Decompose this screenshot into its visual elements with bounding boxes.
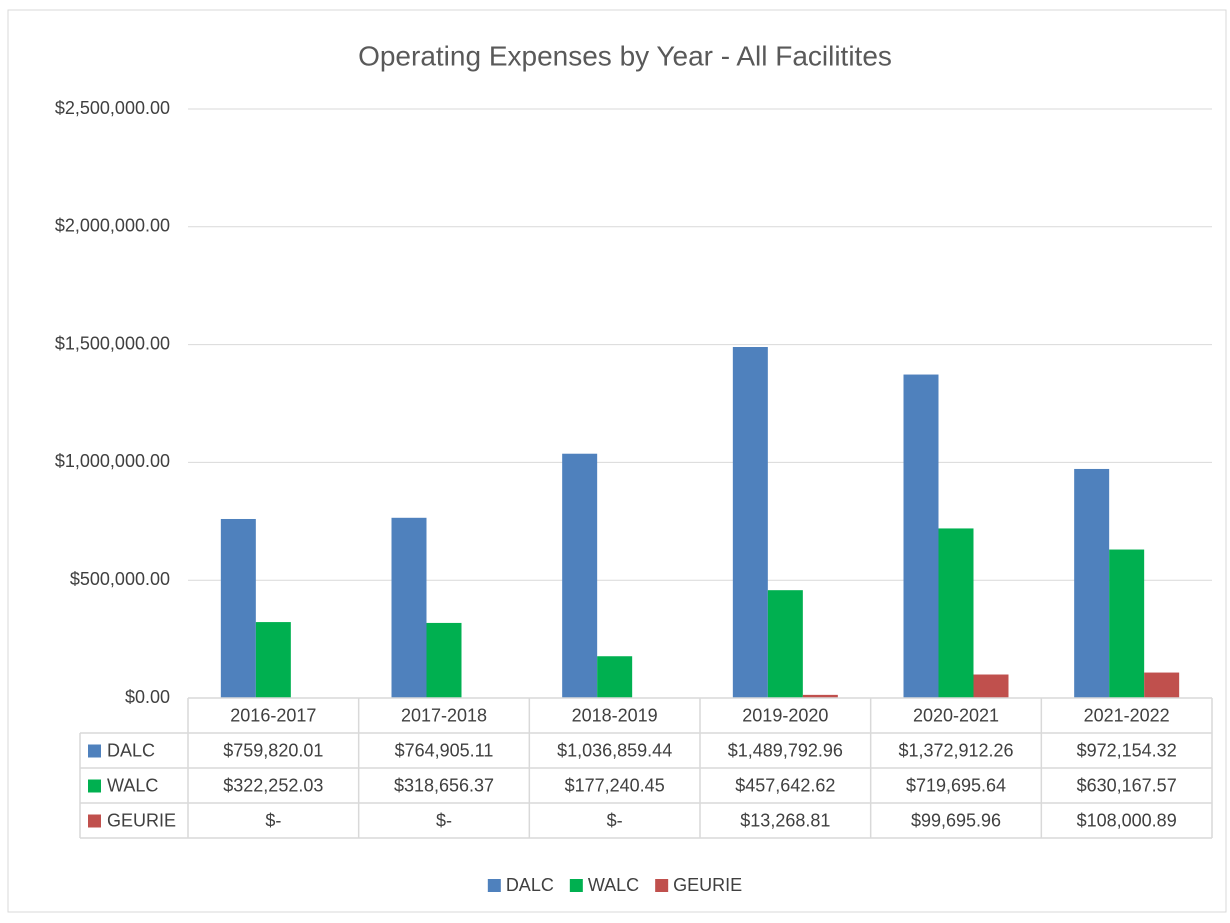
- x-tick-label: 2016-2017: [230, 705, 316, 725]
- bar: [1109, 549, 1145, 698]
- y-tick-label: $2,500,000.00: [55, 98, 170, 118]
- legend-label: WALC: [588, 875, 639, 895]
- legend-label: DALC: [506, 875, 554, 895]
- table-value: $764,905.11: [395, 740, 494, 760]
- table-value: $457,642.62: [735, 775, 835, 795]
- table-legend-key: [88, 814, 101, 828]
- x-tick-label: 2018-2019: [572, 705, 658, 725]
- table-value: $-: [265, 810, 281, 830]
- table-value: $177,240.45: [565, 775, 665, 795]
- bar: [767, 590, 803, 698]
- table-value: $1,036,859.44: [557, 740, 672, 760]
- table-value: $1,372,912.26: [898, 740, 1013, 760]
- table-value: $13,268.81: [740, 810, 830, 830]
- bar: [220, 518, 256, 698]
- table-value: $-: [436, 810, 452, 830]
- legend-key: [487, 879, 501, 892]
- table-value: $630,167.57: [1077, 775, 1177, 795]
- y-tick-label: $0.00: [125, 687, 170, 707]
- table-value: $1,489,792.96: [728, 740, 843, 760]
- bar: [391, 517, 427, 698]
- table-value: $322,252.03: [223, 775, 323, 795]
- legend-label: GEURIE: [673, 875, 742, 895]
- chart-title: Operating Expenses by Year - All Facilit…: [358, 40, 892, 71]
- legend-key: [655, 879, 669, 892]
- y-tick-label: $1,500,000.00: [55, 333, 170, 353]
- table-series-name: WALC: [107, 775, 158, 795]
- table-legend-key: [88, 779, 101, 793]
- bar: [1144, 672, 1180, 698]
- table-value: $-: [607, 810, 623, 830]
- chart-border: [7, 9, 1227, 913]
- x-tick-label: 2017-2018: [401, 705, 487, 725]
- bar: [903, 374, 939, 698]
- table-value: $719,695.64: [906, 775, 1006, 795]
- x-tick-label: 2020-2021: [913, 705, 999, 725]
- bar: [1074, 468, 1110, 698]
- bar: [255, 622, 291, 698]
- x-tick-label: 2021-2022: [1084, 705, 1170, 725]
- y-tick-label: $500,000.00: [70, 569, 170, 589]
- table-series-name: GEURIE: [107, 810, 176, 830]
- bar: [802, 694, 838, 698]
- y-tick-label: $2,000,000.00: [55, 216, 170, 236]
- table-value: $318,656.37: [394, 775, 494, 795]
- table-value: $759,820.01: [223, 740, 323, 760]
- table-value: $972,154.32: [1077, 740, 1177, 760]
- bar: [562, 453, 598, 698]
- x-tick-label: 2019-2020: [742, 705, 828, 725]
- table-legend-key: [88, 744, 101, 758]
- y-tick-label: $1,000,000.00: [55, 451, 170, 471]
- bar: [426, 622, 462, 698]
- bar: [938, 528, 974, 698]
- bar: [973, 674, 1009, 698]
- bar: [732, 347, 768, 698]
- table-series-name: DALC: [107, 740, 155, 760]
- table-value: $99,695.96: [911, 810, 1001, 830]
- table-value: $108,000.89: [1077, 810, 1177, 830]
- bar: [597, 656, 633, 698]
- legend-key: [569, 879, 583, 892]
